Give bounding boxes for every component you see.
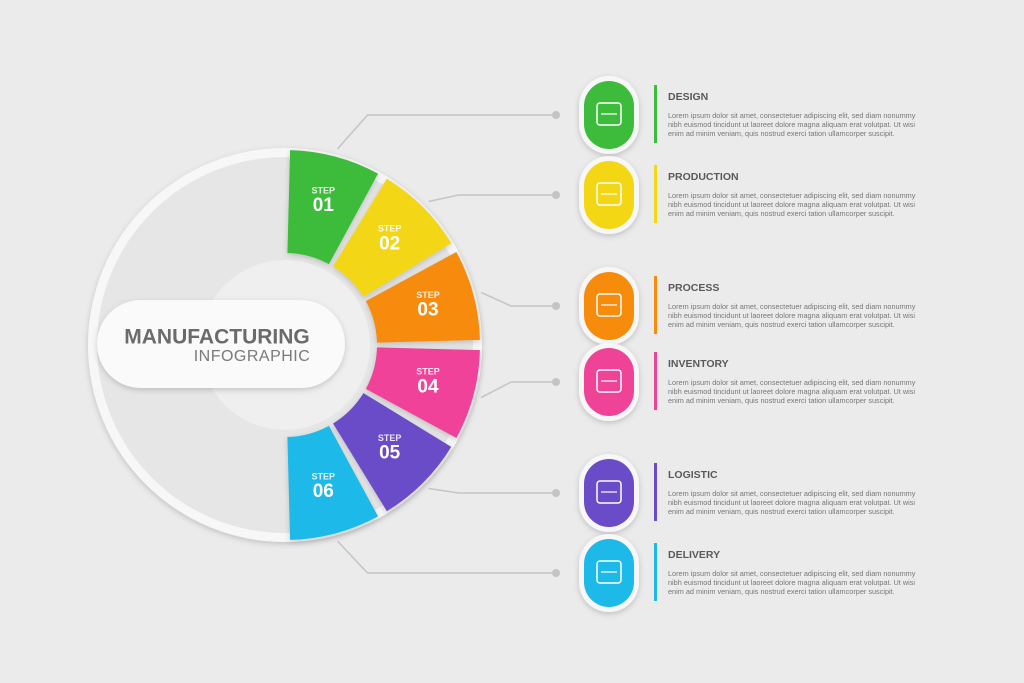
step-description: nibh euismod tincidunt ut laoreet dolore… bbox=[668, 120, 915, 129]
connector bbox=[336, 540, 556, 574]
icon bbox=[596, 560, 622, 584]
accent-bar bbox=[654, 352, 657, 410]
accent-bar bbox=[654, 85, 657, 143]
connector bbox=[428, 487, 556, 494]
step-label: STEP bbox=[378, 224, 402, 234]
icon-pill bbox=[584, 272, 634, 340]
step-wedge bbox=[287, 425, 379, 540]
connector-dot bbox=[552, 569, 560, 577]
accent-bar bbox=[654, 463, 657, 521]
step-description: nibh euismod tincidunt ut laoreet dolore… bbox=[668, 498, 915, 507]
connector-dot bbox=[552, 191, 560, 199]
connector-dot bbox=[552, 378, 560, 386]
connector-dot bbox=[552, 489, 560, 497]
step-number: 03 bbox=[417, 300, 438, 321]
step-title: INVENTORY bbox=[668, 358, 729, 370]
step-description: enim ad minim veniam, quis nostrud exerc… bbox=[668, 209, 895, 218]
step-description: Lorem ipsum dolor sit amet, consectetuer… bbox=[668, 302, 916, 311]
step-number: 06 bbox=[313, 481, 334, 502]
connector bbox=[428, 194, 556, 203]
step-label: STEP bbox=[312, 471, 336, 481]
step-label: STEP bbox=[416, 367, 440, 377]
step-description: enim ad minim veniam, quis nostrud exerc… bbox=[668, 396, 895, 405]
step-description: enim ad minim veniam, quis nostrud exerc… bbox=[668, 507, 895, 516]
step-description: Lorem ipsum dolor sit amet, consectetuer… bbox=[668, 489, 916, 498]
step-number: 02 bbox=[379, 233, 400, 254]
icon-pill bbox=[584, 348, 634, 416]
step-wedge bbox=[333, 393, 452, 512]
connector bbox=[336, 114, 556, 150]
step-description: nibh euismod tincidunt ut laoreet dolore… bbox=[668, 387, 915, 396]
connector-dot bbox=[552, 111, 560, 119]
step-title: DESIGN bbox=[668, 91, 708, 103]
step-description: enim ad minim veniam, quis nostrud exerc… bbox=[668, 587, 895, 596]
accent-bar bbox=[654, 165, 657, 223]
step-title: PRODUCTION bbox=[668, 171, 739, 183]
items: DESIGN Lorem ipsum dolor sit amet, consec… bbox=[336, 76, 916, 612]
step-description: Lorem ipsum dolor sit amet, consectetuer… bbox=[668, 191, 916, 200]
step-wedge bbox=[287, 150, 379, 265]
step-wedge bbox=[365, 347, 480, 439]
subtitle: INFOGRAPHIC bbox=[194, 348, 311, 365]
title-pill bbox=[97, 300, 345, 388]
icon-pill bbox=[584, 161, 634, 229]
step-description: Lorem ipsum dolor sit amet, consectetuer… bbox=[668, 111, 916, 120]
step-description: nibh euismod tincidunt ut laoreet dolore… bbox=[668, 578, 915, 587]
accent-bar bbox=[654, 543, 657, 601]
icon bbox=[596, 102, 622, 126]
step-label: STEP bbox=[378, 433, 402, 443]
step-label: STEP bbox=[416, 290, 440, 300]
title: MANUFACTURING bbox=[124, 326, 309, 349]
connector-dot bbox=[552, 302, 560, 310]
step-description: Lorem ipsum dolor sit amet, consectetuer… bbox=[668, 378, 916, 387]
step-number: 05 bbox=[379, 443, 401, 464]
step-description: nibh euismod tincidunt ut laoreet dolore… bbox=[668, 311, 915, 320]
icon-pill bbox=[584, 81, 634, 149]
step-title: LOGISTIC bbox=[668, 469, 718, 481]
icon bbox=[596, 293, 622, 317]
step-number: 01 bbox=[313, 195, 335, 216]
step-number: 04 bbox=[417, 376, 439, 397]
step-label: STEP bbox=[312, 185, 336, 195]
step-wedge bbox=[333, 178, 452, 297]
step-title: DELIVERY bbox=[668, 549, 720, 561]
accent-bar bbox=[654, 276, 657, 334]
connector bbox=[480, 381, 556, 399]
step-title: PROCESS bbox=[668, 282, 719, 294]
icon bbox=[596, 369, 622, 393]
step-description: enim ad minim veniam, quis nostrud exerc… bbox=[668, 129, 895, 138]
connector bbox=[480, 291, 556, 307]
step-description: enim ad minim veniam, quis nostrud exerc… bbox=[668, 320, 895, 329]
icon bbox=[596, 182, 622, 206]
icon-pill bbox=[584, 459, 634, 527]
step-description: nibh euismod tincidunt ut laoreet dolore… bbox=[668, 200, 915, 209]
icon bbox=[596, 480, 622, 504]
step-description: Lorem ipsum dolor sit amet, consectetuer… bbox=[668, 569, 916, 578]
icon-pill bbox=[584, 539, 634, 607]
step-wedge bbox=[365, 251, 480, 343]
